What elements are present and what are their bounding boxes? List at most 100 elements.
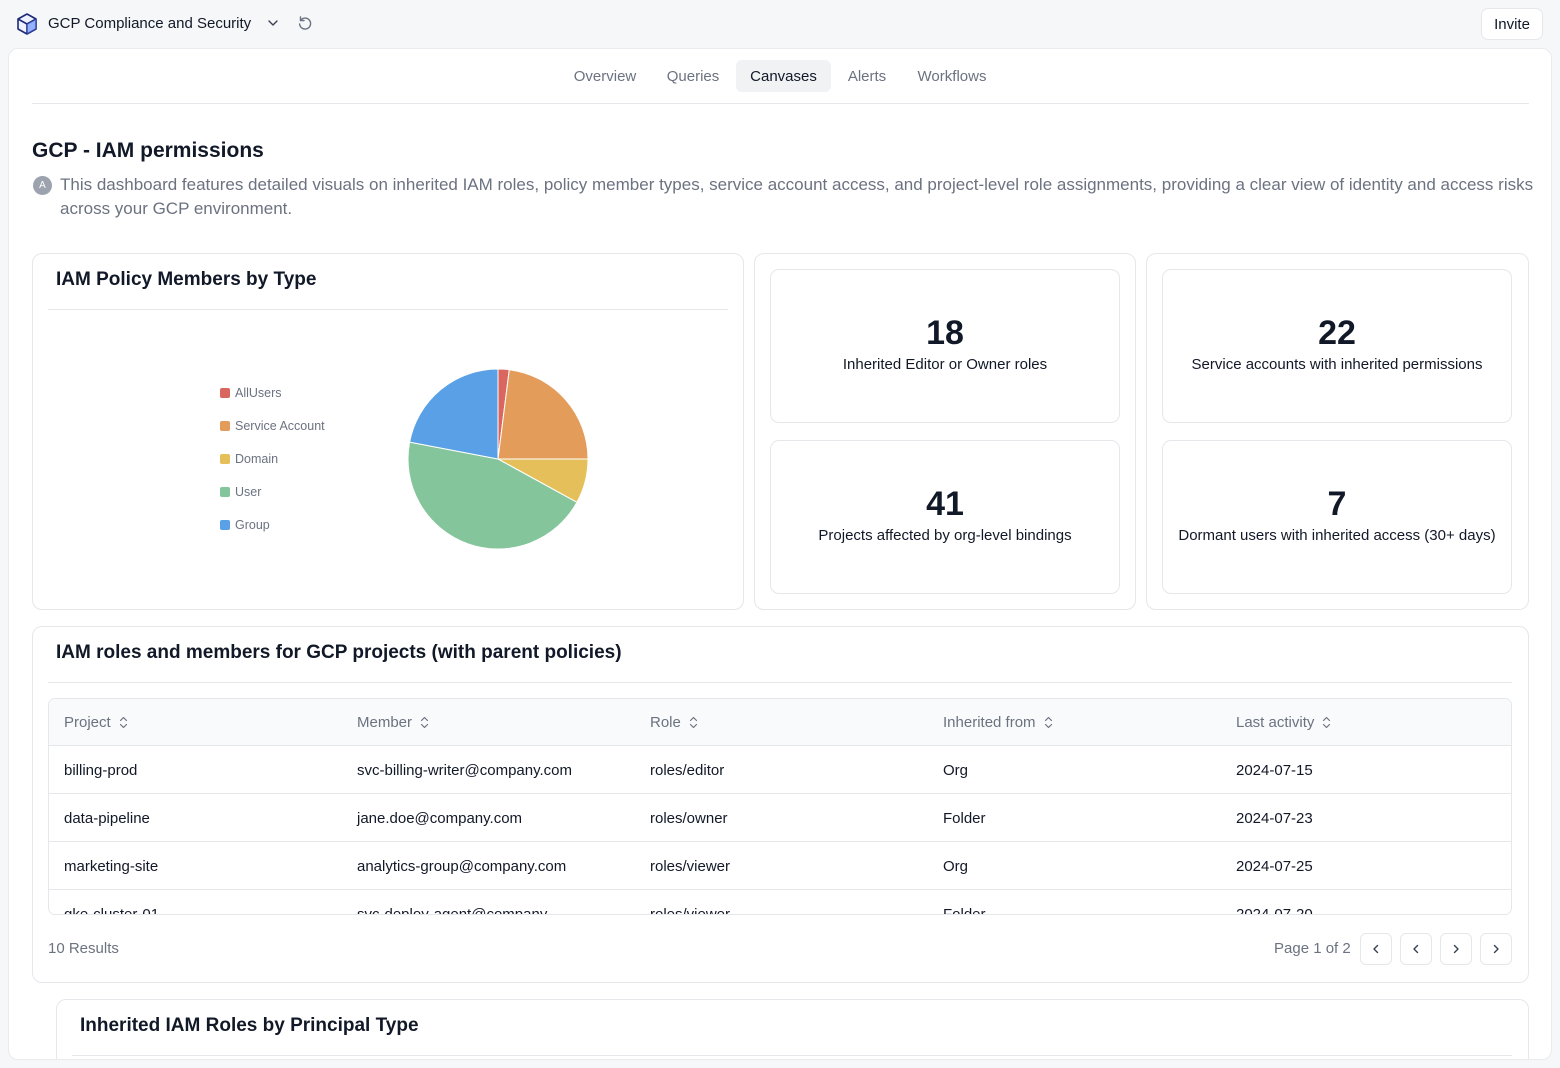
chevron-down-icon[interactable] xyxy=(266,16,280,30)
refresh-icon[interactable] xyxy=(297,15,313,31)
stat-label: Dormant users with inherited access (30+… xyxy=(1178,527,1496,544)
stat-card[interactable]: 22 Service accounts with inherited permi… xyxy=(1162,269,1512,423)
first-page-button[interactable] xyxy=(1360,933,1392,965)
legend-swatch xyxy=(220,421,230,431)
last-page-button[interactable] xyxy=(1480,933,1512,965)
cell-role: roles/editor xyxy=(650,761,725,779)
cell-project: data-pipeline xyxy=(64,809,150,827)
tabs-divider xyxy=(32,103,1529,104)
legend-label: AllUsers xyxy=(235,386,282,400)
cell-role: roles/owner xyxy=(650,809,728,827)
main-panel: Overview Queries Canvases Alerts Workflo… xyxy=(8,48,1552,1060)
inherited-roles-card-title: Inherited IAM Roles by Principal Type xyxy=(80,1015,419,1036)
column-header-inherited-from[interactable]: Inherited from xyxy=(943,699,1053,746)
cell-project: gke-cluster-01 xyxy=(64,905,160,915)
cell-last-activity: 2024-07-20 xyxy=(1236,905,1313,915)
workspace-title[interactable]: GCP Compliance and Security xyxy=(48,15,252,32)
cell-member: analytics-group@company.com xyxy=(357,857,567,875)
legend-item: AllUsers xyxy=(220,385,282,401)
stat-value: 18 xyxy=(926,314,964,352)
tab-queries[interactable]: Queries xyxy=(666,67,720,85)
table-row[interactable]: billing-prod svc-billing-writer@company.… xyxy=(49,746,1511,794)
cube-logo-icon[interactable] xyxy=(15,12,39,36)
column-header-member[interactable]: Member xyxy=(357,699,429,746)
legend-item: Service Account xyxy=(220,418,325,434)
data-table: Project Member Role Inherited from Last … xyxy=(48,698,1512,915)
tab-overview[interactable]: Overview xyxy=(573,67,637,85)
sort-icon[interactable] xyxy=(1322,716,1331,729)
cell-last-activity: 2024-07-23 xyxy=(1236,809,1313,827)
chevron-right-icon xyxy=(1493,944,1499,954)
page-indicator: Page 1 of 2 xyxy=(1274,940,1351,957)
tab-bar: Overview Queries Canvases Alerts Workflo… xyxy=(9,60,1551,92)
legend-swatch xyxy=(220,388,230,398)
stat-value: 7 xyxy=(1327,485,1347,523)
cell-inherited-from: Folder xyxy=(943,809,986,827)
results-count: 10 Results xyxy=(48,940,119,957)
pie-slice-service-account[interactable] xyxy=(497,369,589,460)
cell-role: roles/viewer xyxy=(650,905,731,915)
legend-swatch xyxy=(220,454,230,464)
cell-inherited-from: Org xyxy=(943,761,969,779)
cell-project: billing-prod xyxy=(64,761,138,779)
legend-swatch xyxy=(220,487,230,497)
column-header-label: Member xyxy=(357,714,413,731)
stat-label: Service accounts with inherited permissi… xyxy=(1191,356,1483,373)
top-bar: GCP Compliance and Security Invite xyxy=(0,0,1560,48)
sort-icon[interactable] xyxy=(1044,716,1053,729)
cell-member: svc-billing-writer@company.com xyxy=(357,761,572,779)
column-header-last-activity[interactable]: Last activity xyxy=(1236,699,1331,746)
pie-slice-group[interactable] xyxy=(409,368,499,460)
cell-project: marketing-site xyxy=(64,857,159,875)
sort-icon[interactable] xyxy=(420,716,429,729)
legend-item: Domain xyxy=(220,451,278,467)
chevron-left-icon xyxy=(1373,944,1379,954)
cell-last-activity: 2024-07-15 xyxy=(1236,761,1313,779)
stat-value: 41 xyxy=(926,485,964,523)
prev-page-button[interactable] xyxy=(1400,933,1432,965)
tab-workflows[interactable]: Workflows xyxy=(917,67,987,85)
chevron-left-icon xyxy=(1413,944,1419,954)
table-row[interactable]: marketing-site analytics-group@company.c… xyxy=(49,842,1511,890)
column-header-project[interactable]: Project xyxy=(64,699,128,746)
table-row[interactable]: data-pipeline jane.doe@company.com roles… xyxy=(49,794,1511,842)
stat-label: Projects affected by org-level bindings xyxy=(818,527,1072,544)
table-row[interactable]: gke-cluster-01 svc-deploy-agent@company … xyxy=(49,890,1511,915)
pie-card-title: IAM Policy Members by Type xyxy=(56,269,317,290)
page-title: GCP - IAM permissions xyxy=(32,139,264,162)
tab-alerts[interactable]: Alerts xyxy=(847,67,887,85)
sort-icon[interactable] xyxy=(119,716,128,729)
tab-canvases[interactable]: Canvases xyxy=(736,60,831,92)
column-header-label: Project xyxy=(64,714,111,731)
card-divider xyxy=(72,1055,1512,1056)
legend-swatch xyxy=(220,520,230,530)
stat-card[interactable]: 18 Inherited Editor or Owner roles xyxy=(770,269,1120,423)
invite-button[interactable]: Invite xyxy=(1481,8,1543,40)
cell-inherited-from: Folder xyxy=(943,905,986,915)
next-page-button[interactable] xyxy=(1440,933,1472,965)
author-avatar: A xyxy=(33,176,52,195)
sort-icon[interactable] xyxy=(689,716,698,729)
column-header-role[interactable]: Role xyxy=(650,699,698,746)
stats-group-right: 22 Service accounts with inherited permi… xyxy=(1146,253,1529,610)
table-card: IAM roles and members for GCP projects (… xyxy=(32,626,1529,983)
chevron-right-icon xyxy=(1453,944,1459,954)
stat-value: 22 xyxy=(1318,314,1356,352)
legend-label: Service Account xyxy=(235,419,325,433)
card-divider xyxy=(48,682,1512,683)
column-header-label: Role xyxy=(650,714,681,731)
pie-slice-user[interactable] xyxy=(407,441,578,550)
table-card-title: IAM roles and members for GCP projects (… xyxy=(56,642,622,663)
legend-label: User xyxy=(235,485,262,499)
cell-member: jane.doe@company.com xyxy=(357,809,523,827)
legend-item: Group xyxy=(220,517,270,533)
pie-chart xyxy=(407,368,589,550)
column-header-label: Inherited from xyxy=(943,714,1036,731)
legend-label: Domain xyxy=(235,452,279,466)
page-description: This dashboard features detailed visuals… xyxy=(60,175,1534,218)
stat-card[interactable]: 7 Dormant users with inherited access (3… xyxy=(1162,440,1512,594)
cell-role: roles/viewer xyxy=(650,857,731,875)
pie-chart-card: IAM Policy Members by Type AllUsers Serv… xyxy=(32,253,744,610)
column-header-label: Last activity xyxy=(1236,714,1315,731)
stat-card[interactable]: 41 Projects affected by org-level bindin… xyxy=(770,440,1120,594)
